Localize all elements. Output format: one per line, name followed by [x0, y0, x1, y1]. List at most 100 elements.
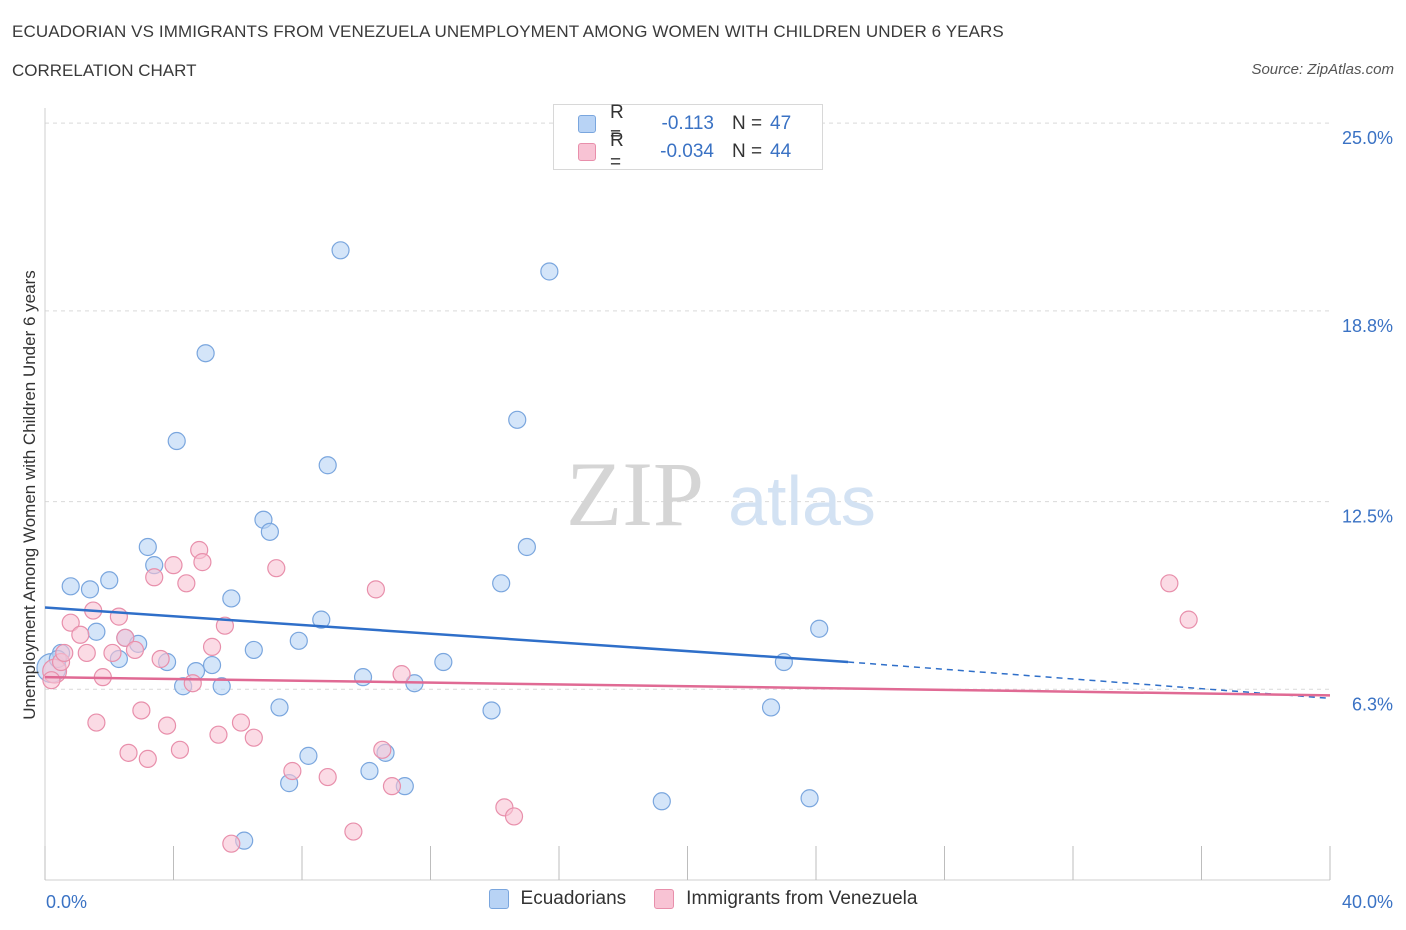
point-venezuela: [177, 574, 196, 593]
point-ecuadorians: [299, 746, 318, 765]
point-ecuadorians: [196, 344, 215, 363]
point-venezuela: [87, 713, 106, 732]
point-venezuela: [193, 553, 212, 572]
point-ecuadorians: [434, 652, 453, 672]
point-ecuadorians: [540, 262, 559, 281]
point-ecuadorians: [80, 580, 100, 599]
point-venezuela: [283, 761, 302, 781]
point-venezuela: [103, 643, 122, 663]
point-ecuadorians: [652, 792, 671, 811]
point-venezuela: [392, 665, 411, 684]
point-venezuela: [151, 649, 170, 669]
point-ecuadorians: [761, 698, 781, 717]
trend-line-ecuadorians-extension: [848, 661, 1331, 700]
y-tick-label: 12.5%: [1342, 507, 1393, 527]
point-venezuela: [61, 613, 80, 632]
legend-item-ecuadorians: Ecuadorians: [488, 888, 627, 910]
x-tick-label: 0.0%: [46, 892, 87, 912]
point-venezuela: [504, 807, 524, 826]
legend-r-label: R =: [610, 130, 624, 173]
point-venezuela: [267, 559, 286, 578]
point-venezuela: [382, 777, 402, 796]
point-ecuadorians: [138, 537, 157, 557]
trend-line-venezuela: [44, 675, 1331, 697]
point-ecuadorians: [360, 761, 379, 781]
chart-subtitle: CORRELATION CHART: [12, 61, 197, 80]
point-ecuadorians: [331, 241, 350, 260]
point-ecuadorians: [289, 631, 308, 650]
point-ecuadorians: [800, 789, 819, 808]
legend-swatch-pink: [654, 889, 675, 909]
point-ecuadorians: [810, 619, 829, 638]
point-ecuadorians: [482, 701, 501, 720]
legend-row-venezuela: R = -0.034 N = 44: [578, 130, 791, 173]
watermark: ZIP atlas: [566, 443, 876, 545]
point-venezuela: [373, 740, 392, 759]
point-venezuela: [344, 822, 363, 841]
point-venezuela: [183, 674, 202, 693]
point-ecuadorians: [61, 577, 80, 596]
point-venezuela: [1179, 610, 1198, 629]
trend-lines: [44, 606, 1331, 700]
point-ecuadorians: [312, 610, 331, 629]
legend-n-label: N =: [732, 141, 763, 162]
point-venezuela: [209, 725, 228, 744]
legend-row-ecuadorians: R = -0.113 N = 47: [578, 102, 792, 145]
point-venezuela: [138, 749, 157, 769]
point-ecuadorians: [167, 431, 186, 451]
point-venezuela: [132, 701, 151, 720]
point-ecuadorians: [202, 655, 222, 675]
watermark-atlas: atlas: [728, 462, 876, 540]
point-ecuadorians: [100, 571, 119, 590]
y-tick-label: 6.3%: [1352, 694, 1393, 714]
y-tick-labels: 6.3% 12.5% 18.8% 25.0%: [1342, 128, 1393, 714]
point-venezuela: [125, 640, 145, 660]
legend-label-ecuadorians: Ecuadorians: [520, 888, 627, 909]
point-ecuadorians: [212, 677, 231, 696]
point-venezuela: [109, 607, 128, 626]
legend-swatch-pink: [578, 143, 596, 161]
point-venezuela: [145, 568, 164, 587]
point-venezuela: [157, 716, 177, 735]
x-tick-labels: 0.0% 40.0%: [46, 892, 1393, 912]
point-ecuadorians: [244, 640, 263, 660]
legend-swatch-blue: [488, 889, 509, 909]
point-ecuadorians: [318, 456, 337, 475]
legend-item-venezuela: Immigrants from Venezuela: [654, 888, 917, 910]
point-venezuela: [215, 616, 234, 635]
point-venezuela: [231, 713, 251, 732]
legend-label-venezuela: Immigrants from Venezuela: [686, 888, 918, 909]
point-venezuela: [71, 625, 90, 644]
source-label: Source: ZipAtlas.com: [1251, 61, 1394, 78]
data-points: [36, 241, 1198, 853]
legend-n-label: N =: [732, 113, 763, 134]
y-tick-label: 25.0%: [1342, 128, 1393, 148]
point-ecuadorians: [222, 589, 241, 608]
point-venezuela: [164, 556, 183, 575]
point-ecuadorians: [508, 410, 527, 429]
point-venezuela: [202, 637, 222, 656]
chart-title: ECUADORIAN VS IMMIGRANTS FROM VENEZUELA …: [12, 22, 1004, 41]
point-venezuela: [1160, 574, 1179, 593]
point-venezuela: [318, 767, 337, 787]
point-venezuela: [55, 643, 74, 663]
legend-r-value: -0.113: [661, 113, 714, 134]
watermark-zip: ZIP: [566, 443, 704, 545]
y-axis-label: Unemployment Among Women with Children U…: [20, 270, 39, 719]
point-ecuadorians: [87, 622, 106, 641]
point-ecuadorians: [492, 574, 511, 593]
trend-line-ecuadorians: [44, 606, 849, 664]
point-ecuadorians: [517, 537, 536, 557]
legend-swatch-blue: [578, 115, 596, 133]
point-venezuela: [116, 628, 135, 647]
point-venezuela: [222, 834, 241, 853]
legend-r-label: R =: [610, 102, 624, 145]
point-venezuela: [366, 580, 385, 599]
x-tick-label: 40.0%: [1342, 892, 1393, 912]
point-venezuela: [119, 743, 138, 762]
y-tick-label: 18.8%: [1342, 316, 1393, 336]
legend-n-value: 47: [770, 113, 792, 134]
point-venezuela: [244, 728, 263, 747]
axes: [44, 108, 1331, 881]
